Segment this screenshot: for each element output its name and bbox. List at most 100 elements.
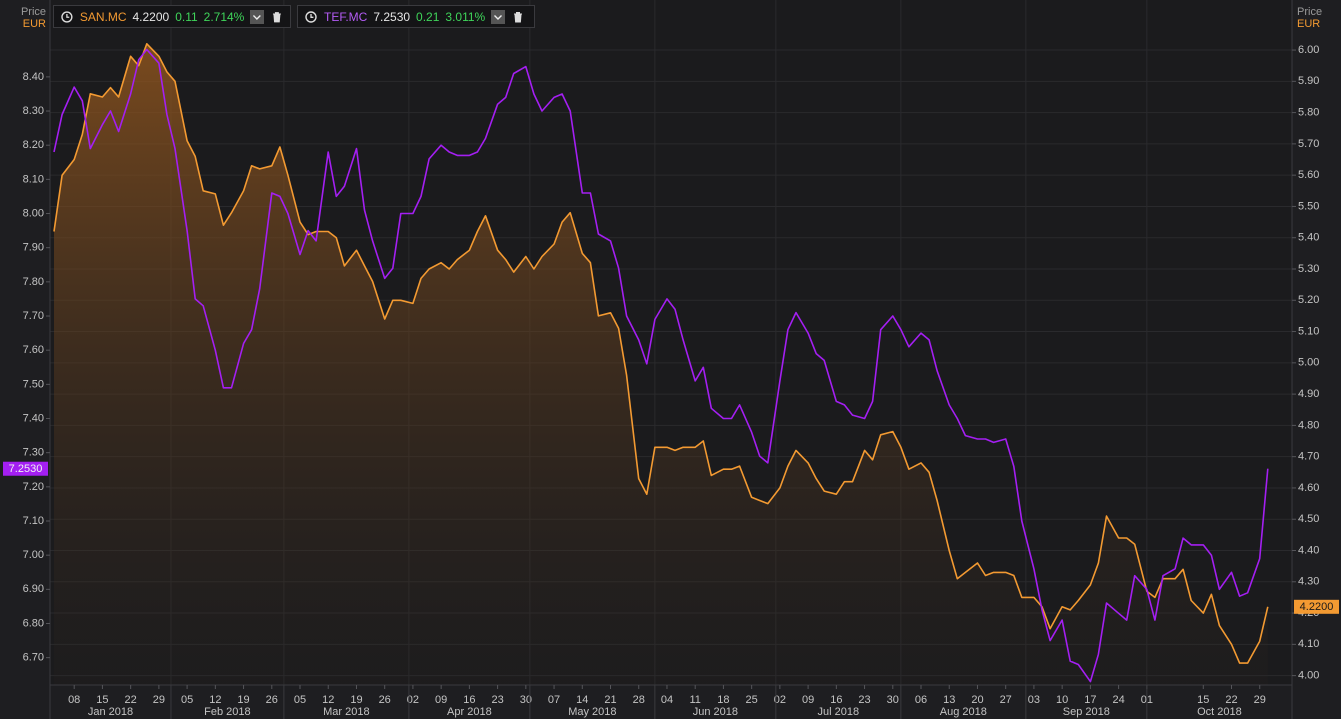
y-tick-label: 7.70 — [23, 310, 44, 322]
clock-icon[interactable] — [304, 10, 318, 24]
y2-tick-label: 4.30 — [1298, 576, 1319, 588]
y-tick-label: 8.10 — [23, 173, 44, 185]
y2-tick-label: 5.70 — [1298, 138, 1319, 150]
quote-price: 7.2530 — [373, 9, 411, 24]
y2-tick-label: 5.00 — [1298, 357, 1319, 369]
y2-tick-label: 5.40 — [1298, 232, 1319, 244]
quote-box: TEF.MC 7.2530 0.21 3.011% — [297, 5, 535, 28]
y2-tick-label: 6.00 — [1298, 44, 1319, 56]
area — [54, 43, 1268, 686]
last-value-tag — [1294, 599, 1339, 614]
y-tick-label: 8.40 — [23, 71, 44, 83]
y-tick-label: 7.80 — [23, 276, 44, 288]
x-tick-label: 22 — [125, 694, 137, 706]
y2-tick-label: 4.10 — [1298, 638, 1319, 650]
x-tick-label: 23 — [491, 694, 503, 706]
y-tick-label: 8.30 — [23, 105, 44, 117]
x-tick-label: 14 — [576, 694, 588, 706]
y-unit: EUR — [23, 18, 46, 30]
legend-symbol[interactable]: SAN.MC — [79, 9, 127, 24]
y-tick-label: 7.60 — [23, 344, 44, 356]
y-label: Price — [21, 6, 46, 18]
x-tick-label: 23 — [858, 694, 870, 706]
x-tick-label: 12 — [209, 694, 221, 706]
x-tick-label: 08 — [68, 694, 80, 706]
x-tick-label: 16 — [830, 694, 842, 706]
x-tick-label: 26 — [266, 694, 278, 706]
delete-button[interactable] — [270, 10, 284, 24]
x-tick-label: 29 — [1254, 694, 1266, 706]
dropdown-button[interactable] — [491, 9, 506, 24]
x-tick-label: 09 — [435, 694, 447, 706]
month-label: Jan 2018 — [88, 706, 133, 718]
x-tick-label: 28 — [633, 694, 645, 706]
delete-button[interactable] — [511, 10, 525, 24]
quote-change-pct: 3.011% — [445, 9, 486, 24]
y-tick-label: 6.90 — [23, 583, 44, 595]
quote-change: 0.11 — [175, 9, 198, 24]
x-tick-label: 02 — [407, 694, 419, 706]
quote-box: SAN.MC 4.2200 0.11 2.714% — [53, 5, 291, 28]
line — [53, 43, 1269, 664]
y2-tick-label: 5.10 — [1298, 325, 1319, 337]
month-label: Jul 2018 — [818, 706, 860, 718]
x-tick-label: 16 — [463, 694, 475, 706]
quote-change-pct: 2.714% — [203, 9, 245, 24]
last-value-label: 7.2530 — [9, 463, 43, 475]
clock-icon[interactable] — [60, 10, 74, 24]
x-tick-label: 27 — [1000, 694, 1012, 706]
x-tick-label: 02 — [774, 694, 786, 706]
x-tick-label: 19 — [350, 694, 362, 706]
x-tick-label: 20 — [971, 694, 983, 706]
x-tick-label: 24 — [1112, 694, 1124, 706]
y-tick-label: 7.40 — [23, 412, 44, 424]
month-label: May 2018 — [568, 706, 616, 718]
last-value-label: 4.2200 — [1300, 601, 1334, 613]
y2-tick-label: 4.40 — [1298, 544, 1319, 556]
last-value-tag — [3, 461, 48, 476]
month-label: Feb 2018 — [204, 706, 250, 718]
y-tick-label: 7.10 — [23, 515, 44, 527]
month-label: Aug 2018 — [940, 706, 987, 718]
y2-tick-label: 5.90 — [1298, 75, 1319, 87]
y-tick-label: 6.70 — [23, 652, 44, 664]
y-tick-label: 8.20 — [23, 139, 44, 151]
y2-unit: EUR — [1297, 18, 1320, 30]
x-tick-label: 30 — [520, 694, 532, 706]
y2-tick-label: 5.20 — [1298, 294, 1319, 306]
x-tick-label: 13 — [943, 694, 955, 706]
x-tick-label: 15 — [96, 694, 108, 706]
month-label: Sep 2018 — [1063, 706, 1110, 718]
y2-tick-label: 5.50 — [1298, 200, 1319, 212]
x-tick-label: 30 — [887, 694, 899, 706]
y2-label: Price — [1297, 6, 1322, 18]
x-tick-label: 25 — [746, 694, 758, 706]
y2-tick-label: 5.80 — [1298, 107, 1319, 119]
x-tick-label: 07 — [548, 694, 560, 706]
x-tick-label: 15 — [1197, 694, 1209, 706]
legend-symbol[interactable]: TEF.MC — [324, 9, 368, 24]
y2-tick-label: 4.50 — [1298, 513, 1319, 525]
month-label: Apr 2018 — [447, 706, 492, 718]
x-tick-label: 03 — [1028, 694, 1040, 706]
x-tick-label: 17 — [1084, 694, 1096, 706]
y2-tick-label: 4.00 — [1298, 670, 1319, 682]
y2-tick-label: 4.90 — [1298, 388, 1319, 400]
x-tick-label: 12 — [322, 694, 334, 706]
x-tick-label: 05 — [294, 694, 306, 706]
y2-tick-label: 4.80 — [1298, 419, 1319, 431]
y2-tick-label: 5.30 — [1298, 263, 1319, 275]
x-tick-label: 19 — [237, 694, 249, 706]
dropdown-button[interactable] — [250, 9, 265, 24]
y-tick-label: 7.90 — [23, 242, 44, 254]
y-tick-label: 7.50 — [23, 378, 44, 390]
month-label: Mar 2018 — [323, 706, 369, 718]
y-tick-label: 7.20 — [23, 481, 44, 493]
quote-price: 4.2200 — [132, 9, 170, 24]
line — [53, 48, 1269, 683]
x-tick-label: 22 — [1225, 694, 1237, 706]
x-tick-label: 21 — [604, 694, 616, 706]
month-label: Jun 2018 — [693, 706, 738, 718]
